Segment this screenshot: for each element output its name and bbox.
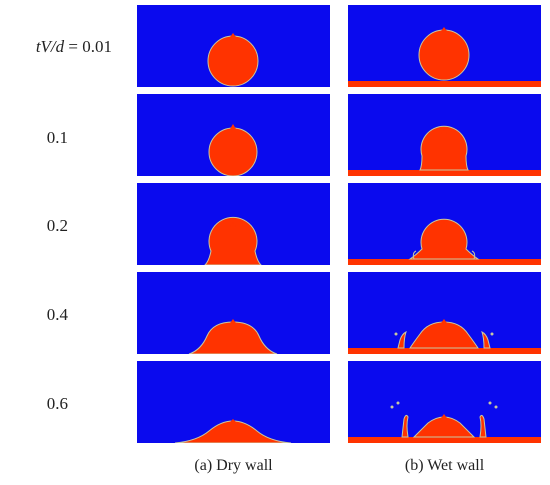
panel-wet-t04	[348, 272, 541, 354]
row-label-2: 0.2	[46, 216, 68, 235]
row-label-4: 0.6	[46, 394, 68, 413]
panel-dry-t01	[137, 94, 330, 176]
panel-dry-t06	[137, 361, 330, 443]
caption-wet-wall: (b) Wet wall	[404, 457, 485, 474]
panel-dry-t001	[137, 5, 330, 87]
row-label-1: 0.1	[46, 128, 68, 147]
equals-sign: =	[64, 37, 83, 56]
panel-dry-t04	[137, 272, 330, 354]
caption-dry-wall: (a) Dry wall	[194, 457, 273, 474]
row-label-0: tV/d = 0.01	[0, 37, 112, 57]
panel-wet-t01	[348, 94, 541, 176]
variable-label: tV/d	[35, 37, 65, 56]
panel-dry-t02	[137, 183, 330, 265]
time-value: 0.01	[82, 37, 112, 56]
panel-wet-t02	[348, 183, 541, 265]
panel-wet-t06	[348, 361, 541, 443]
row-label-3: 0.4	[46, 305, 68, 324]
panel-wet-t001	[348, 5, 541, 87]
